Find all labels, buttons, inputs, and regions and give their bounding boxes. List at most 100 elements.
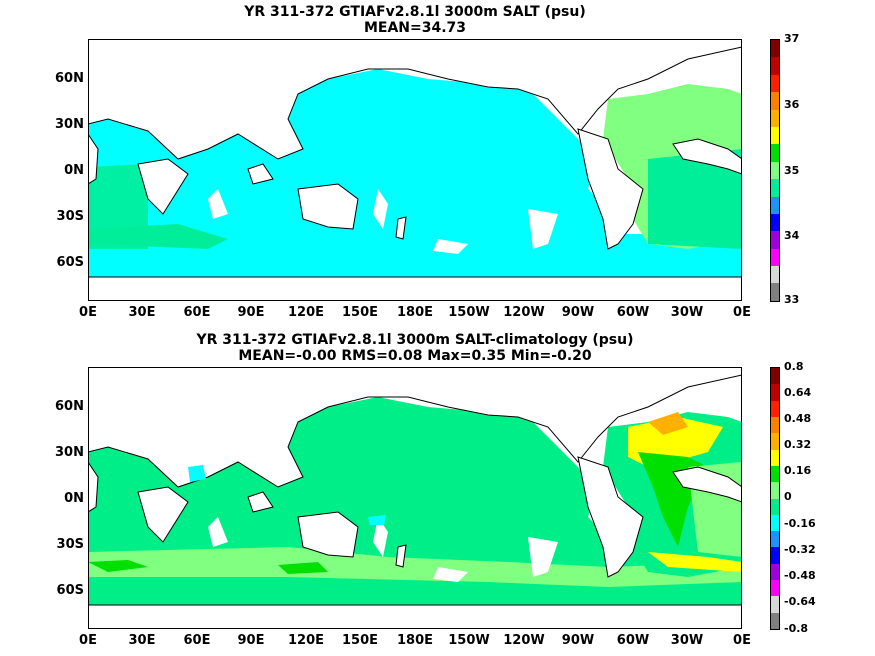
southern-ocean — [88, 234, 742, 277]
panel2-map-svg — [88, 367, 742, 629]
panel2-colorbar-label: 0.32 — [784, 438, 812, 451]
panel2-title-line1: YR 311-372 GTIAFv2.8.1l 3000m SALT-clima… — [196, 332, 634, 348]
panel2-lat-label: 60S — [56, 583, 84, 598]
colorbar-swatch — [771, 144, 779, 162]
panel2-lat-label: 0N — [64, 491, 84, 506]
panel1-colorbar-label: 34 — [784, 229, 800, 242]
panel2-lat-label: 60N — [55, 399, 84, 414]
panel1-lat-label: 60S — [56, 255, 84, 270]
panel2-lon-label: 120E — [287, 633, 325, 648]
colorbar-swatch — [771, 109, 779, 127]
panel2-lon-label: 90E — [237, 633, 265, 648]
colorbar-swatch — [771, 384, 779, 401]
panel1-colorbar — [770, 39, 780, 302]
southern-light-band — [88, 547, 742, 587]
panel2-lon-label: 0E — [733, 633, 751, 648]
panel1-lon-label: 180E — [396, 305, 434, 320]
colorbar-swatch — [771, 266, 779, 284]
panel2-lat-label: 30S — [56, 537, 84, 552]
panel2-lon-label: 0E — [79, 633, 97, 648]
colorbar-swatch — [771, 612, 779, 629]
panel1-title-line2: MEAN=34.73 — [363, 20, 467, 36]
colorbar-swatch — [771, 248, 779, 267]
south-atlantic-yellow — [648, 552, 742, 572]
panel1-lon-label: 120W — [503, 305, 545, 320]
southern-green-band — [88, 224, 228, 249]
panel2-colorbar-label: 0 — [784, 490, 792, 503]
panel1-lon-label: 60E — [183, 305, 211, 320]
panel2-title-line2: MEAN=-0.00 RMS=0.08 Max=0.35 Min=-0.20 — [238, 348, 592, 364]
colorbar-swatch — [771, 92, 779, 110]
panel1-colorbar-label: 37 — [784, 32, 800, 45]
panel2-colorbar-label: -0.32 — [784, 543, 816, 556]
colorbar-swatch — [771, 368, 779, 385]
colorbar-swatch — [771, 482, 779, 499]
panel1-lon-label: 150W — [448, 305, 490, 320]
colorbar-swatch — [771, 179, 779, 197]
panel2-colorbar-label: 0.8 — [784, 360, 804, 373]
masked-areas — [208, 189, 558, 254]
panel1-lon-label: 150E — [341, 305, 379, 320]
colorbar-swatch — [771, 514, 779, 532]
panel2-colorbar-label: -0.8 — [784, 622, 809, 635]
colorbar-swatch — [771, 433, 779, 450]
panel2-lat-label: 30N — [55, 445, 84, 460]
panel2-lon-label: 60E — [183, 633, 211, 648]
colorbar-swatch — [771, 531, 779, 548]
panel1-lon-label: 0E — [733, 305, 751, 320]
panel1-lon-label: 60W — [616, 305, 650, 320]
panel1-lat-label: 60N — [55, 71, 84, 86]
south-atlantic-band — [648, 149, 742, 249]
colorbar-swatch — [771, 400, 779, 417]
panel1-lon-label: 90E — [237, 305, 265, 320]
panel2-lon-label: 180E — [396, 633, 434, 648]
panel1-colorbar-label: 36 — [784, 98, 800, 111]
panel2-colorbar-label: -0.16 — [784, 517, 816, 530]
cyan-patches — [188, 465, 386, 525]
colorbar-swatch — [771, 563, 779, 581]
panel2-lon-label: 60W — [616, 633, 650, 648]
panel1-map — [88, 39, 742, 301]
panel2-lon-label: 30E — [128, 633, 156, 648]
panel2-colorbar-label: -0.64 — [784, 595, 816, 608]
colorbar-swatch — [771, 231, 779, 249]
colorbar-swatch — [771, 465, 779, 483]
panel1-lat-label: 30N — [55, 117, 84, 132]
colorbar-swatch — [771, 196, 779, 214]
land — [88, 39, 742, 301]
panel1-lon-label: 30E — [128, 305, 156, 320]
panel2-colorbar-label: 0.16 — [784, 464, 812, 477]
panel2-lon-label: 90W — [561, 633, 595, 648]
pacific-indian-ocean — [88, 69, 608, 279]
colorbar-swatch — [771, 283, 779, 301]
colorbar-swatch — [771, 416, 779, 434]
panel1-lat-label: 30S — [56, 209, 84, 224]
panel1-lon-label: 30W — [670, 305, 704, 320]
colorbar-swatch — [771, 498, 779, 515]
colorbar-swatch — [771, 547, 779, 564]
land — [88, 367, 742, 629]
panel1-map-svg — [88, 39, 742, 301]
panel2-lon-label: 150W — [448, 633, 490, 648]
panel2-map — [88, 367, 742, 629]
masked-areas — [208, 517, 558, 582]
colorbar-swatch — [771, 596, 779, 613]
colorbar-swatch — [771, 74, 779, 93]
panel1-colorbar-label: 35 — [784, 164, 800, 177]
southern-green-patches — [88, 560, 328, 574]
panel1-lon-label: 0E — [79, 305, 97, 320]
panel2-colorbar-label: 0.64 — [784, 386, 812, 399]
panel1-title-line1: YR 311-372 GTIAFv2.8.1l 3000m SALT (psu) — [244, 4, 586, 20]
panel1-lat-label: 0N — [64, 163, 84, 178]
colorbar-swatch — [771, 161, 779, 180]
panel2-lon-label: 120W — [503, 633, 545, 648]
colorbar-swatch — [771, 449, 779, 466]
colorbar-swatch — [771, 580, 779, 597]
atlantic-orange — [648, 412, 688, 435]
panel2-lon-label: 150E — [341, 633, 379, 648]
panel2-colorbar-label: -0.48 — [784, 569, 816, 582]
colorbar-swatch — [771, 40, 779, 58]
panel2-lon-label: 30W — [670, 633, 704, 648]
panel1-lon-label: 120E — [287, 305, 325, 320]
colorbar-swatch — [771, 57, 779, 75]
